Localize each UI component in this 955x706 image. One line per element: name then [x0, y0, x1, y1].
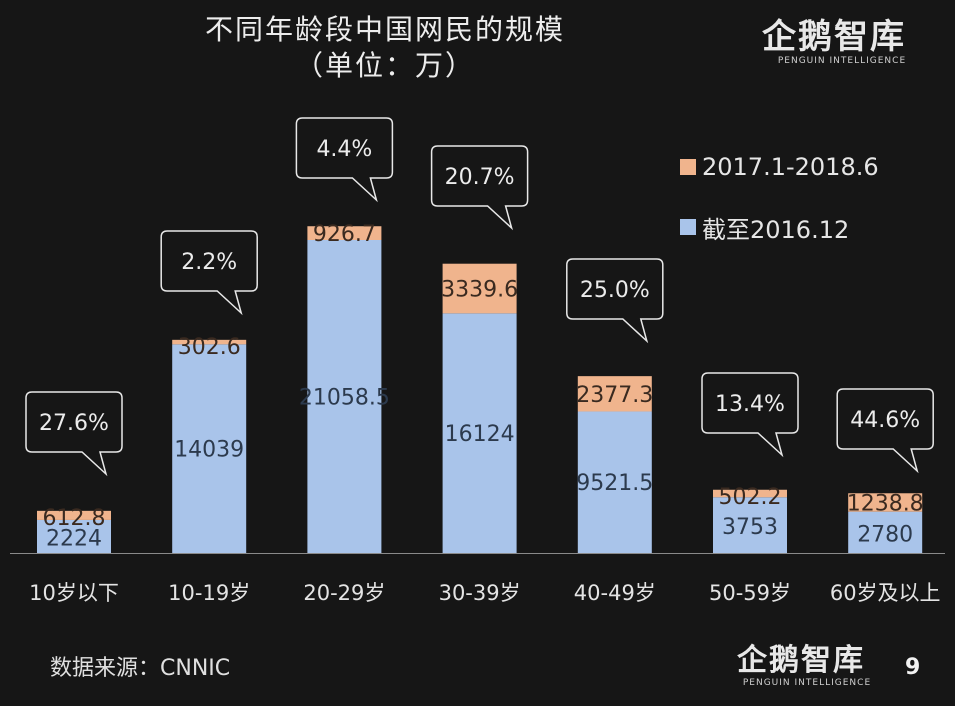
new-value-label-2: 926.7 [313, 222, 376, 247]
category-label-3: 30-39岁 [439, 581, 521, 605]
category-label-0: 10岁以下 [29, 581, 119, 605]
bar-new-6 [848, 493, 923, 512]
category-label-2: 20-29岁 [303, 581, 385, 605]
bar-new-2 [307, 226, 382, 240]
bar-new-5 [713, 489, 787, 498]
growth-rate-label-1: 2.2% [181, 250, 237, 275]
bar-new-0 [37, 510, 111, 520]
base-value-label-5: 3753 [722, 515, 778, 540]
base-value-label-2: 21058.5 [299, 386, 390, 411]
growth-callout-2 [295, 117, 394, 203]
footer-logo-english-text: PENGUIN INTELLIGENCE [742, 678, 872, 688]
growth-callout-5 [701, 372, 799, 458]
bar-base-3 [442, 313, 517, 553]
base-value-label-3: 16124 [445, 422, 515, 447]
growth-rate-label-3: 20.7% [445, 165, 515, 190]
new-value-label-4: 2377.3 [576, 383, 653, 408]
base-value-label-0: 2224 [46, 526, 102, 551]
growth-callout-1 [160, 230, 258, 316]
bar-new-1 [172, 339, 247, 345]
base-value-label-6: 2780 [857, 522, 913, 547]
bar-new-4 [577, 376, 652, 412]
growth-callout-4 [566, 258, 664, 344]
new-value-label-3: 3339.6 [441, 278, 518, 303]
category-label-5: 50-59岁 [709, 581, 791, 605]
logo-english-text: PENGUIN INTELLIGENCE [777, 56, 907, 66]
growth-rate-label-2: 4.4% [316, 137, 372, 162]
growth-callout-0 [25, 391, 123, 477]
growth-rate-label-5: 13.4% [715, 392, 785, 417]
penguin-intelligence-logo-footer: 企鹅智库 PENGUIN INTELLIGENCE [737, 643, 877, 689]
legend-item-base: 截至2016.12 [680, 212, 879, 244]
new-value-label-6: 1238.8 [847, 491, 924, 516]
growth-rate-label-4: 25.0% [580, 278, 650, 303]
category-label-1: 10-19岁 [168, 581, 250, 605]
logo-chinese-text: 企鹅智库 [762, 17, 906, 57]
chart-title: 不同年龄段中国网民的规模 （单位：万） [160, 12, 610, 84]
chart-legend: 2017.1-2018.6 截至2016.12 [680, 152, 879, 272]
bar-base-0 [37, 519, 111, 553]
new-value-label-5: 502.2 [719, 485, 782, 510]
legend-swatch-new [680, 159, 696, 175]
base-value-label-4: 9521.5 [576, 471, 653, 496]
legend-item-new: 2017.1-2018.6 [680, 152, 879, 182]
penguin-intelligence-logo: 企鹅智库 PENGUIN INTELLIGENCE [762, 18, 922, 66]
legend-label-new: 2017.1-2018.6 [702, 153, 879, 181]
growth-rate-label-0: 27.6% [39, 411, 109, 436]
title-line-2: （单位：万） [294, 49, 475, 82]
data-source: 数据来源：CNNIC [50, 656, 231, 681]
legend-label-base: 截至2016.12 [702, 215, 850, 244]
bar-base-4 [577, 411, 652, 553]
page-number: 9 [905, 655, 921, 680]
category-label-4: 40-49岁 [574, 581, 656, 605]
bar-base-5 [713, 497, 787, 553]
growth-callout-6 [836, 388, 934, 474]
bar-base-1 [172, 344, 247, 553]
title-line-1: 不同年龄段中国网民的规模 [204, 13, 565, 46]
growth-rate-label-6: 44.6% [850, 408, 920, 433]
bar-base-2 [307, 240, 382, 553]
category-label-6: 60岁及以上 [830, 581, 941, 605]
new-value-label-0: 612.8 [43, 506, 106, 531]
bar-base-6 [848, 511, 923, 553]
footer-logo-chinese-text: 企鹅智库 [737, 643, 865, 678]
bar-new-3 [442, 263, 517, 314]
growth-callout-3 [430, 145, 529, 231]
base-value-label-1: 14039 [174, 438, 244, 463]
new-value-label-1: 302.6 [178, 335, 241, 360]
legend-swatch-base [680, 219, 696, 235]
